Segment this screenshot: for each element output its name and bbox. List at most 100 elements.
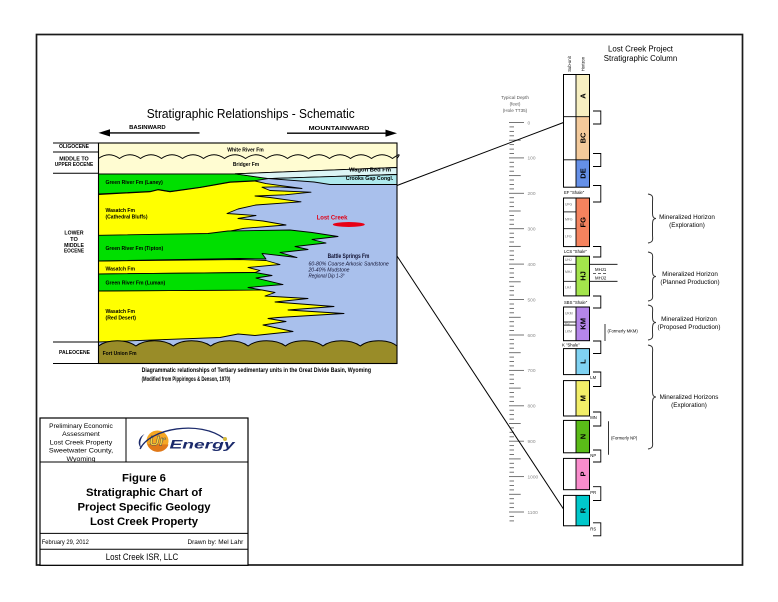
svg-text:MIDDLE: MIDDLE <box>64 243 84 249</box>
svg-text:BC: BC <box>579 132 588 143</box>
svg-text:Diagrammatic relationships of: Diagrammatic relationships of Tertiary s… <box>142 367 372 374</box>
svg-text:NP: NP <box>590 453 596 458</box>
svg-text:LCS "Shale": LCS "Shale" <box>564 249 588 254</box>
svg-text:Mineralized Horizon: Mineralized Horizon <box>661 316 717 323</box>
svg-text:LHJ: LHJ <box>565 286 571 290</box>
svg-text:February 29, 2012: February 29, 2012 <box>42 540 90 546</box>
svg-text:White River Fm: White River Fm <box>227 147 264 153</box>
svg-text:Battle Springs Fm: Battle Springs Fm <box>328 253 370 260</box>
svg-text:A: A <box>579 93 588 99</box>
svg-text:Lost Creek: Lost Creek <box>317 214 348 221</box>
svg-text:LKM: LKM <box>565 330 572 334</box>
svg-text:MOUNTAINWARD: MOUNTAINWARD <box>309 126 370 132</box>
svg-text:(Formerly NP): (Formerly NP) <box>611 436 638 441</box>
svg-text:Wyoming: Wyoming <box>67 456 97 463</box>
svg-text:Lost Creek Property: Lost Creek Property <box>90 516 199 528</box>
svg-text:Lost Creek Property: Lost Creek Property <box>50 439 113 446</box>
svg-text:(Exploration): (Exploration) <box>671 402 707 409</box>
svg-text:HJ: HJ <box>579 271 588 281</box>
svg-text:MHJ1: MHJ1 <box>595 267 607 272</box>
svg-text:Wasatch Fm: Wasatch Fm <box>106 267 136 273</box>
svg-text:(feet): (feet) <box>510 102 521 107</box>
svg-text:UFG: UFG <box>565 203 573 207</box>
svg-text:RS: RS <box>590 527 596 532</box>
svg-text:1100: 1100 <box>528 510 539 516</box>
svg-text:LM: LM <box>590 375 596 380</box>
svg-text:SBS "Shale": SBS "Shale" <box>564 300 588 305</box>
svg-text:300: 300 <box>528 227 536 233</box>
svg-text:(Exploration): (Exploration) <box>669 222 705 229</box>
svg-text:(Red Desert): (Red Desert) <box>106 315 137 321</box>
svg-text:Crooks Gap Congl.: Crooks Gap Congl. <box>346 176 394 182</box>
svg-text:500: 500 <box>528 297 536 303</box>
svg-text:OLIGOCENE: OLIGOCENE <box>59 144 90 150</box>
svg-text:100: 100 <box>528 156 536 162</box>
svg-text:TO: TO <box>70 237 78 243</box>
svg-text:Horizon: Horizon <box>581 56 586 71</box>
svg-text:P: P <box>579 471 588 476</box>
svg-text:20-40% Mudstone: 20-40% Mudstone <box>308 268 350 274</box>
svg-text:0: 0 <box>528 120 531 126</box>
svg-text:200: 200 <box>528 191 536 197</box>
svg-text:(Cathedral Bluffs): (Cathedral Bluffs) <box>106 214 148 220</box>
svg-text:Wasatch Fm: Wasatch Fm <box>106 309 136 315</box>
svg-text:UKM: UKM <box>565 312 573 316</box>
svg-text:Sweetwater County,: Sweetwater County, <box>49 448 113 455</box>
svg-text:Energy: Energy <box>170 438 236 451</box>
svg-text:400: 400 <box>528 262 536 268</box>
svg-text:Mineralized Horizon: Mineralized Horizon <box>659 214 715 221</box>
svg-text:DE: DE <box>579 168 588 178</box>
svg-text:MN: MN <box>590 415 597 420</box>
svg-text:800: 800 <box>528 404 536 410</box>
svg-text:UPPER EOCENE: UPPER EOCENE <box>55 162 94 168</box>
svg-text:PALEOCENE: PALEOCENE <box>59 350 91 356</box>
svg-text:LFG: LFG <box>565 235 572 239</box>
svg-text:MIDDLE TO: MIDDLE TO <box>59 157 89 163</box>
svg-text:900: 900 <box>528 439 536 445</box>
svg-text:PR: PR <box>590 490 596 495</box>
svg-text:Mineralized Horizons: Mineralized Horizons <box>660 394 719 401</box>
svg-text:R: R <box>579 507 588 513</box>
svg-text:Project Specific Geology: Project Specific Geology <box>77 502 211 514</box>
svg-text:Lost Creek ISR, LLC: Lost Creek ISR, LLC <box>106 552 179 563</box>
svg-text:BASINWARD: BASINWARD <box>129 125 166 131</box>
svg-text:1000: 1000 <box>528 474 539 480</box>
svg-text:Lost Creek Project: Lost Creek Project <box>608 45 674 54</box>
svg-text:600: 600 <box>528 333 536 339</box>
svg-text:N: N <box>579 434 588 439</box>
svg-text:MFG: MFG <box>565 218 573 222</box>
svg-text:K "Shale": K "Shale" <box>562 343 580 348</box>
svg-text:L: L <box>579 359 588 364</box>
svg-text:MHJ: MHJ <box>565 270 572 274</box>
svg-text:Fort Union Fm: Fort Union Fm <box>103 351 137 357</box>
svg-text:EOCENE: EOCENE <box>64 248 85 254</box>
svg-text:KS: KS <box>565 321 570 325</box>
svg-text:700: 700 <box>528 368 536 374</box>
svg-text:Assessment: Assessment <box>62 431 100 438</box>
svg-text:KM: KM <box>579 318 588 330</box>
svg-text:Sub-unit: Sub-unit <box>567 55 572 71</box>
svg-text:FG: FG <box>579 217 588 228</box>
svg-text:Bridger Fm: Bridger Fm <box>233 162 259 168</box>
svg-text:Green River Fm (Laney): Green River Fm (Laney) <box>106 180 163 186</box>
svg-text:UHJ: UHJ <box>565 258 572 262</box>
svg-text:(Proposed Production): (Proposed Production) <box>657 324 720 331</box>
svg-text:Mineralized Horizon: Mineralized Horizon <box>662 271 718 278</box>
svg-text:Figure 6: Figure 6 <box>122 472 166 484</box>
svg-text:MHJ2: MHJ2 <box>595 276 607 281</box>
svg-text:M: M <box>579 395 588 401</box>
svg-text:Green River Fm (Luman): Green River Fm (Luman) <box>106 281 166 287</box>
svg-text:Green River Fm (Tipton): Green River Fm (Tipton) <box>106 246 164 252</box>
svg-text:Drawn by: Mel Lahr: Drawn by: Mel Lahr <box>188 540 244 546</box>
svg-text:Wagon Bed Fm: Wagon Bed Fm <box>349 167 391 173</box>
svg-text:Stratigraphic Relationships -: Stratigraphic Relationships - Schematic <box>147 106 355 121</box>
svg-text:Regional Dip 1-3°: Regional Dip 1-3° <box>309 274 346 280</box>
svg-text:Wasatch Fm: Wasatch Fm <box>106 208 136 214</box>
svg-text:LOWER: LOWER <box>64 230 83 236</box>
svg-text:Preliminary Economic: Preliminary Economic <box>49 423 113 430</box>
svg-text:EF "Shale": EF "Shale" <box>564 190 585 195</box>
svg-text:Typical Depth: Typical Depth <box>501 95 529 100</box>
svg-text:Stratigraphic Chart of: Stratigraphic Chart of <box>86 487 202 499</box>
svg-text:60-80% Coarse Arkosic Sandston: 60-80% Coarse Arkosic Sandstone <box>309 262 389 268</box>
svg-text:Ur: Ur <box>149 433 166 449</box>
